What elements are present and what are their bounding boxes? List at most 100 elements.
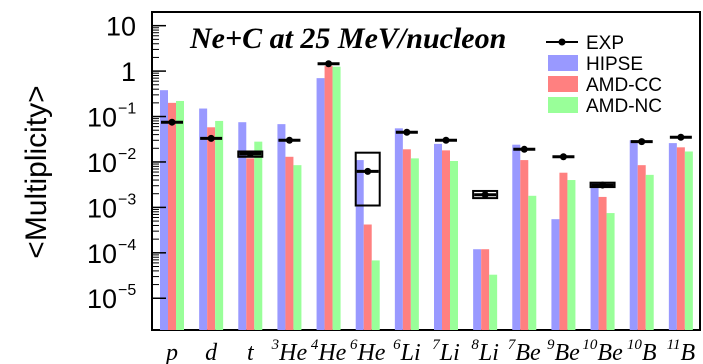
bar-hipse-0 [160,90,168,331]
bar-amd-cc-1 [207,127,216,330]
bar-amd-nc-8 [489,274,498,330]
y-tick-label-3: 10 [87,148,117,178]
x-tick-label-4: 4He [311,337,347,364]
x-tick-label-11: 10Be [582,337,623,364]
exp-point-7 [442,136,450,144]
bar-amd-cc-2 [246,158,255,330]
x-tick-label-1: d [205,340,218,364]
x-tick-mass-9: 7 [508,337,517,353]
exp-point-4 [325,60,333,68]
legend-swatch-1 [548,76,578,92]
y-tick-label-4: 10 [87,193,117,223]
y-tick-label-6: 10 [87,284,117,314]
x-tick-symbol-13: B [680,340,695,364]
exp-markers-group [161,60,692,207]
chart-title: Ne+C at 25 MeV/nucleon [189,22,506,55]
x-tick-label-2: t [247,340,255,364]
x-tick-label-3: 3He [271,337,308,364]
x-tick-symbol-9: Be [515,340,541,364]
y-tick-label-2: 10 [87,103,117,133]
x-tick-label-9: 7Be [508,337,541,364]
x-tick-label-12: 10B [627,337,657,364]
exp-error-box-5 [354,151,381,207]
bar-amd-nc-0 [176,100,184,330]
exp-point-11 [599,181,607,189]
y-tick-label-1: 1 [121,57,136,87]
y-tick-label-0: 10 [106,12,136,42]
y-tick-label-5: 10 [87,239,117,269]
bar-hipse-8 [473,249,482,330]
bar-hipse-13 [668,143,677,330]
exp-point-5 [364,167,372,175]
x-tick-symbol-11: Be [597,340,623,364]
y-axis-label: <Multiplicity> [20,85,53,258]
x-tick-mass-4: 4 [311,337,319,353]
bar-amd-nc-7 [450,160,458,330]
bar-amd-nc-9 [528,195,537,330]
x-tick-mass-7: 7 [432,337,441,353]
bar-amd-cc-12 [637,165,646,330]
bar-amd-nc-11 [606,213,615,330]
bar-amd-nc-6 [410,158,419,330]
bar-hipse-7 [434,143,442,330]
bar-hipse-2 [238,122,247,331]
x-tick-label-0: p [164,340,178,364]
legend-label-2: AMD-NC [586,96,662,117]
x-axis: p d t 3He 4He 6He 6Li 7Li 8Li 7Be 9Be 10Be 10B 11B [164,337,695,364]
legend-exp-label: EXP [586,33,624,54]
bar-amd-nc-12 [645,174,654,330]
exp-point-6 [403,128,411,136]
x-tick-mass-5: 6 [350,337,358,353]
x-tick-label-6: 6Li [393,337,421,364]
bar-amd-cc-4 [324,65,333,331]
y-tick-exp-5: −4 [118,237,136,254]
bar-hipse-5 [355,160,364,330]
bar-amd-cc-3 [285,156,294,330]
bar-amd-cc-10 [559,172,568,330]
legend-swatch-2 [548,97,578,113]
x-tick-mass-11: 10 [582,337,598,353]
x-tick-symbol-8: Li [478,340,499,364]
bar-amd-nc-3 [293,165,302,330]
bar-amd-nc-13 [684,151,693,330]
x-tick-label-7: 7Li [432,337,460,364]
bar-hipse-1 [199,108,208,330]
bar-amd-cc-5 [363,224,372,330]
plot-frame [151,11,701,331]
bar-hipse-12 [629,140,638,330]
bar-hipse-3 [277,124,286,330]
y-tick-exp-6: −5 [118,282,136,299]
exp-point-1 [207,134,215,142]
exp-point-0 [168,118,176,126]
bar-amd-cc-9 [520,160,529,330]
y-tick-exp-4: −3 [118,191,136,208]
bar-hipse-6 [394,128,403,330]
x-tick-mass-13: 11 [667,337,681,353]
x-tick-mass-3: 3 [271,337,280,353]
bar-amd-nc-5 [371,260,380,330]
x-tick-symbol-3: He [278,340,307,364]
x-tick-mass-6: 6 [393,337,401,353]
bar-amd-nc-10 [567,180,576,330]
x-tick-symbol-10: Be [555,340,581,364]
bar-amd-cc-7 [442,150,450,330]
bar-amd-cc-0 [168,102,176,330]
bar-amd-cc-11 [598,196,607,330]
bar-amd-nc-1 [215,120,224,330]
x-tick-symbol-4: He [317,340,346,364]
legend-label-0: HIPSE [586,54,643,75]
y-tick-exp-3: −2 [118,146,136,163]
exp-point-9 [520,145,528,153]
bar-hipse-4 [316,78,325,331]
bar-hipse-9 [512,144,521,330]
y-tick-exp-2: −1 [118,101,136,118]
exp-point-8 [481,191,489,199]
bar-hipse-11 [590,182,599,330]
bars-group [160,65,693,331]
exp-point-2 [246,150,254,158]
exp-point-10 [559,153,567,161]
x-tick-mass-8: 8 [471,337,479,353]
x-tick-label-8: 8Li [471,337,499,364]
legend-label-1: AMD-CC [586,75,662,96]
